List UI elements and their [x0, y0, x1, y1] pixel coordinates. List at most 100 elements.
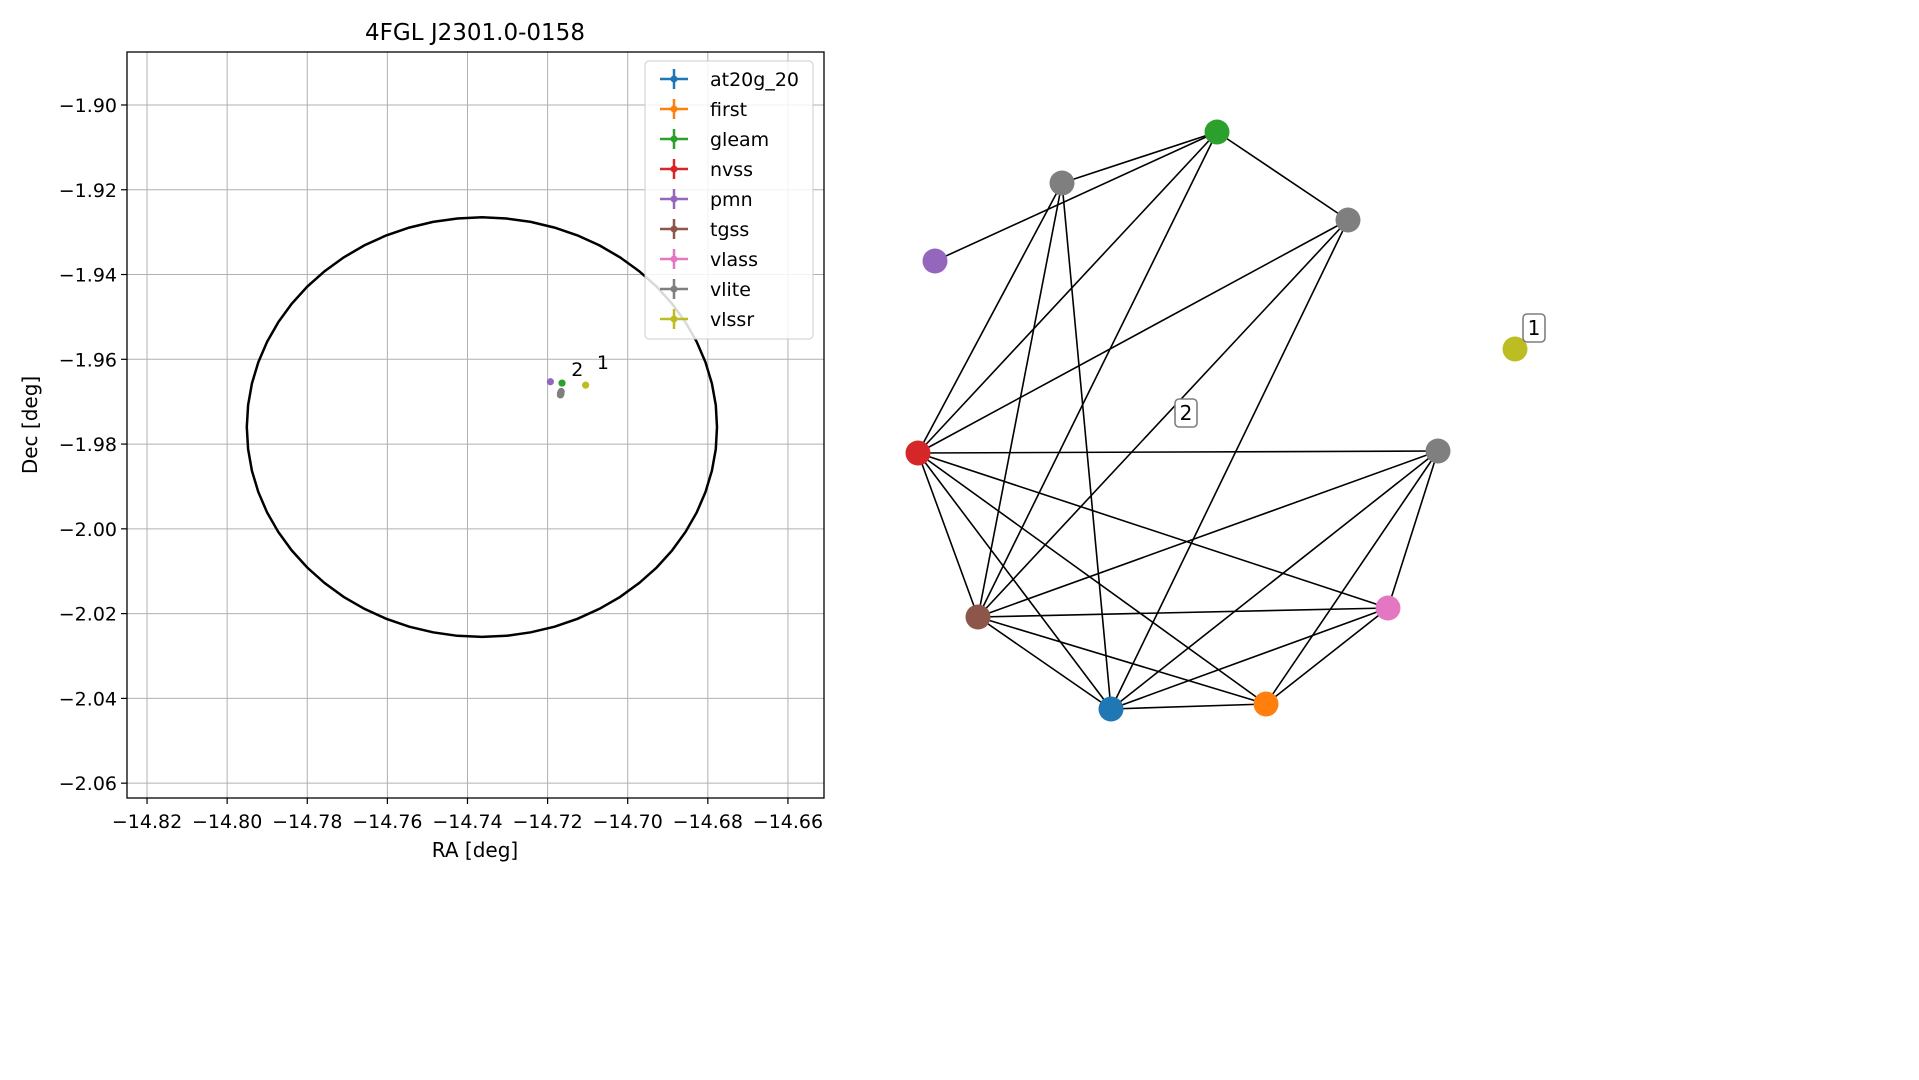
- edge-at20g_20-vlass: [1110, 607, 1389, 710]
- legend-entry-vlite: vlite: [660, 279, 751, 301]
- legend-box: [644, 60, 814, 340]
- legend-marker: [670, 255, 678, 263]
- x-tick-label: −14.80: [192, 811, 262, 833]
- network-nodes: [905, 119, 1528, 722]
- legend-label: nvss: [710, 159, 753, 181]
- node-nvss: [905, 440, 931, 466]
- node-pmn: [922, 248, 948, 274]
- legend-label: pmn: [710, 189, 753, 211]
- legend-marker: [670, 225, 678, 233]
- edge-vlite_b-at20g_20: [1110, 219, 1349, 710]
- y-tick-label: −2.00: [59, 519, 117, 541]
- edge-vlite_a-tgss: [977, 182, 1063, 618]
- edge-pmn-gleam: [934, 131, 1218, 262]
- y-tick-label: −2.06: [59, 773, 117, 795]
- source-points: [546, 378, 590, 399]
- node-label-2: 2: [1174, 398, 1198, 428]
- legend-label: tgss: [710, 219, 749, 241]
- node-vlite_a: [1049, 170, 1075, 196]
- x-tick-label: −14.68: [673, 811, 743, 833]
- point-vlite: [557, 389, 565, 397]
- x-tick-label: −14.74: [432, 811, 502, 833]
- edge-at20g_20-vlite_c: [1110, 450, 1439, 710]
- edge-gleam-tgss: [977, 131, 1218, 618]
- network-edges: [917, 131, 1439, 710]
- uncertainty-ellipse: [245, 216, 719, 639]
- edge-gleam-nvss: [917, 131, 1218, 454]
- node-vlite_b: [1335, 207, 1361, 233]
- y-axis-label: Dec [deg]: [18, 376, 42, 474]
- y-axis-ticks: −1.90 −1.92 −1.94 −1.96 −1.98 −2.00 −2.02 −2.04…: [59, 95, 127, 795]
- edge-vlite_a-at20g_20: [1061, 182, 1112, 710]
- x-tick-label: −14.70: [593, 811, 663, 833]
- legend-entry-at20g_20: at20g_20: [660, 69, 799, 91]
- point-gleam: [558, 379, 566, 387]
- x-tick-label: −14.76: [352, 811, 422, 833]
- node-label-text: 2: [1180, 401, 1193, 425]
- edge-gleam-vlite_b: [1216, 131, 1349, 221]
- y-tick-label: −2.04: [59, 688, 117, 710]
- legend-entry-tgss: tgss: [660, 219, 749, 241]
- point-vlssr: [582, 381, 590, 389]
- legend-label: vlass: [710, 249, 758, 271]
- edge-vlite_a-nvss: [917, 182, 1063, 454]
- edge-first-vlite_c: [1265, 450, 1439, 705]
- legend-marker: [670, 195, 678, 203]
- y-tick-label: −2.02: [59, 604, 117, 626]
- node-vlass: [1375, 595, 1401, 621]
- legend-marker: [670, 315, 678, 323]
- legend-label: at20g_20: [710, 69, 799, 91]
- grid-lines: [127, 52, 824, 798]
- x-axis-label: RA [deg]: [432, 838, 518, 862]
- y-tick-label: −1.94: [59, 265, 117, 287]
- node-label-box: [1174, 398, 1198, 428]
- edge-first-vlass: [1265, 607, 1389, 705]
- node-label-1: 1: [1522, 313, 1546, 343]
- legend-marker: [670, 285, 678, 293]
- network-graph: 12: [905, 119, 1546, 722]
- edge-tgss-vlass: [977, 607, 1389, 618]
- edge-nvss-first: [917, 452, 1267, 705]
- node-label-text: 1: [1528, 316, 1541, 340]
- x-axis-ticks: −14.82 −14.80 −14.78 −14.76 −14.74 −14.72 −14.…: [112, 798, 823, 833]
- legend-marker: [670, 165, 678, 173]
- legend-label: vlssr: [710, 309, 754, 331]
- x-tick-label: −14.72: [512, 811, 582, 833]
- edge-vlass-vlite_c: [1387, 450, 1439, 609]
- edge-vlite_b-tgss: [977, 219, 1349, 618]
- edge-nvss-at20g_20: [917, 452, 1112, 710]
- legend-label: first: [710, 99, 747, 121]
- edge-nvss-vlite_c: [917, 450, 1439, 454]
- annotation-label: 2: [571, 359, 583, 381]
- legend-marker: [670, 135, 678, 143]
- edge-tgss-at20g_20: [977, 616, 1112, 710]
- node-vlssr: [1502, 336, 1528, 362]
- legend-entry-pmn: pmn: [660, 189, 753, 211]
- annotation-label: 1: [597, 352, 609, 374]
- x-tick-label: −14.82: [112, 811, 182, 833]
- node-label-box: [1522, 313, 1546, 343]
- legend-entry-vlssr: vlssr: [660, 309, 754, 331]
- legend-label: gleam: [710, 129, 769, 151]
- node-first: [1253, 691, 1279, 717]
- edge-vlite_b-nvss: [917, 219, 1349, 454]
- network-labels: 12: [1174, 313, 1546, 428]
- legend-marker: [670, 75, 678, 83]
- x-tick-label: −14.66: [753, 811, 823, 833]
- y-tick-label: −1.98: [59, 434, 117, 456]
- y-tick-label: −1.96: [59, 349, 117, 371]
- point-pmn: [546, 378, 555, 386]
- edge-nvss-vlass: [917, 452, 1389, 609]
- node-at20g_20: [1098, 696, 1124, 722]
- legend-label: vlite: [710, 279, 751, 301]
- node-tgss: [965, 604, 991, 630]
- legend-entry-gleam: gleam: [660, 129, 769, 151]
- node-vlite_c: [1425, 438, 1451, 464]
- edge-nvss-tgss: [917, 452, 979, 618]
- node-gleam: [1204, 119, 1230, 145]
- plot-frame: [126, 51, 825, 799]
